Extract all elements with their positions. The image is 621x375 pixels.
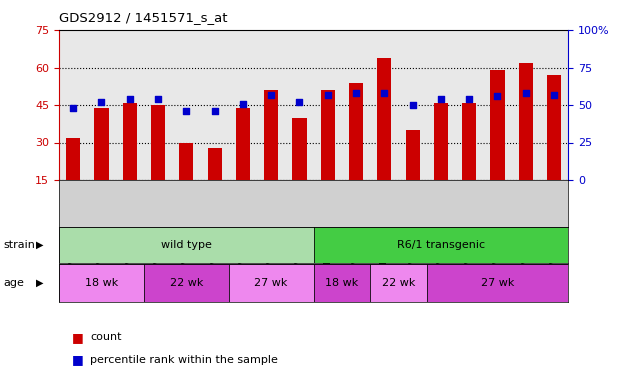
Bar — [406, 130, 420, 180]
Text: wild type: wild type — [161, 240, 212, 250]
Text: 27 wk: 27 wk — [481, 278, 514, 288]
Point — [153, 96, 163, 102]
Point — [294, 99, 304, 105]
Bar — [59, 264, 144, 302]
Point — [379, 90, 389, 96]
Text: count: count — [90, 333, 122, 342]
Bar — [229, 264, 314, 302]
Bar — [462, 102, 476, 180]
Point — [238, 100, 248, 106]
Bar — [66, 138, 80, 180]
Bar — [292, 117, 307, 180]
Bar — [59, 227, 314, 262]
Point — [68, 105, 78, 111]
Text: strain: strain — [3, 240, 35, 250]
Bar — [94, 108, 109, 180]
Point — [210, 108, 220, 114]
Bar — [179, 142, 193, 180]
Bar — [314, 227, 568, 262]
Text: 22 wk: 22 wk — [382, 278, 415, 288]
Point — [465, 96, 474, 102]
Bar — [378, 57, 391, 180]
Bar — [434, 102, 448, 180]
Point — [436, 96, 446, 102]
Text: ▶: ▶ — [36, 278, 43, 288]
Text: 18 wk: 18 wk — [325, 278, 358, 288]
Bar — [314, 264, 370, 302]
Text: 18 wk: 18 wk — [85, 278, 118, 288]
Text: ■: ■ — [71, 354, 83, 366]
Bar — [547, 75, 561, 180]
Point — [266, 92, 276, 98]
Point — [492, 93, 502, 99]
Point — [351, 90, 361, 96]
Bar — [491, 70, 504, 180]
Bar — [151, 105, 165, 180]
Bar — [123, 102, 137, 180]
Bar — [427, 264, 568, 302]
Text: percentile rank within the sample: percentile rank within the sample — [90, 355, 278, 365]
Point — [181, 108, 191, 114]
Point — [407, 102, 417, 108]
Text: ▶: ▶ — [36, 240, 43, 250]
Text: GDS2912 / 1451571_s_at: GDS2912 / 1451571_s_at — [59, 11, 227, 24]
Text: 27 wk: 27 wk — [255, 278, 288, 288]
Bar — [144, 264, 229, 302]
Point — [125, 96, 135, 102]
Text: ■: ■ — [71, 331, 83, 344]
Bar — [207, 147, 222, 180]
Point — [323, 92, 333, 98]
Bar — [519, 63, 533, 180]
Bar — [320, 90, 335, 180]
Bar — [349, 82, 363, 180]
Text: R6/1 transgenic: R6/1 transgenic — [397, 240, 485, 250]
Bar — [370, 264, 427, 302]
Point — [549, 92, 559, 98]
Text: 22 wk: 22 wk — [170, 278, 203, 288]
Point — [521, 90, 531, 96]
Bar — [236, 108, 250, 180]
Bar — [264, 90, 278, 180]
Text: age: age — [3, 278, 24, 288]
Point — [96, 99, 106, 105]
